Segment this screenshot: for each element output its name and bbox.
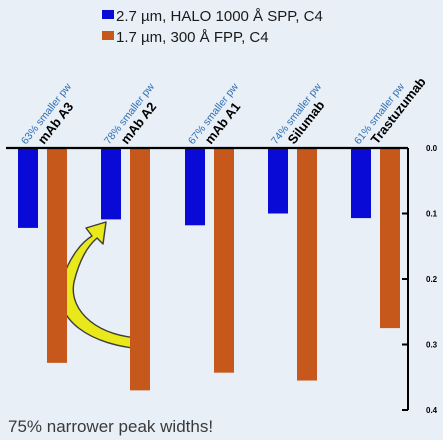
bar-trastuzumab-series-2 xyxy=(380,148,400,329)
bar-mab-a1-series-1 xyxy=(185,148,205,226)
bar-mab-a2-series-2 xyxy=(130,148,150,391)
bar-mab-a2-series-1 xyxy=(101,148,121,220)
legend-label-2: 1.7 µm, 300 Å FPP, C4 xyxy=(116,29,269,46)
legend: 2.7 µm, HALO 1000 Å SPP, C4 1.7 µm, 300 Å… xyxy=(102,8,323,46)
bar-silumab-series-2 xyxy=(297,148,317,381)
legend-swatch-1 xyxy=(102,10,114,19)
bars xyxy=(18,148,400,391)
bar-mab-a3-series-2 xyxy=(47,148,67,363)
legend-label-1: 2.7 µm, HALO 1000 Å SPP, C4 xyxy=(116,8,323,25)
bar-silumab-series-1 xyxy=(268,148,288,214)
bar-trastuzumab-series-1 xyxy=(351,148,371,219)
legend-swatch-2 xyxy=(102,31,114,40)
improvement-arrow xyxy=(59,221,145,350)
y-tick-label: 0.3 xyxy=(426,341,438,350)
footnote: 75% narrower peak widths! xyxy=(8,417,213,436)
bar-mab-a3-series-1 xyxy=(18,148,38,228)
y-axis: 0.0 0.1 0.2 0.3 0.4 xyxy=(6,144,438,415)
y-tick-label: 0.4 xyxy=(426,406,438,415)
y-tick-label: 0.1 xyxy=(426,210,438,219)
y-tick-label: 0.2 xyxy=(426,275,438,284)
arrow-layer xyxy=(59,221,145,350)
y-tick-label: 0.0 xyxy=(426,144,438,153)
bar-mab-a1-series-2 xyxy=(214,148,234,373)
